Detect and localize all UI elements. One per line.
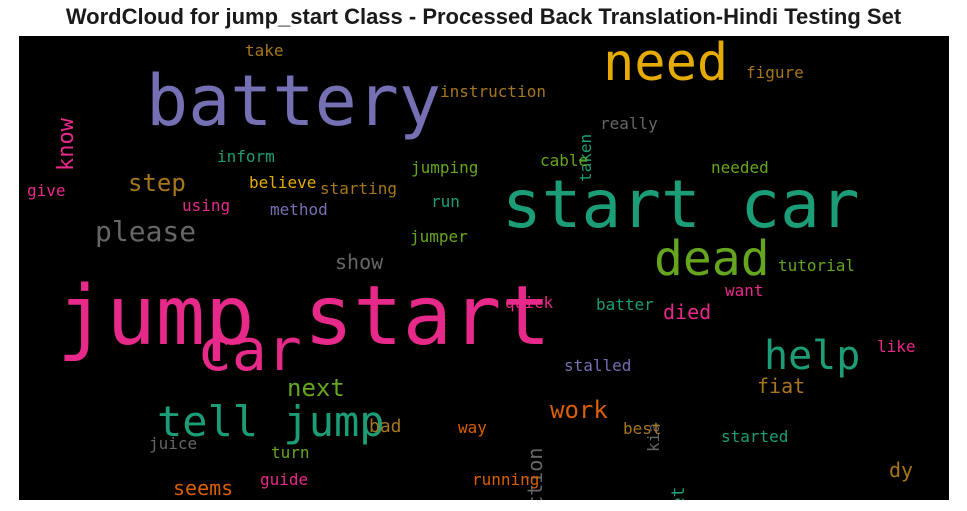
word-needed: needed <box>711 158 769 177</box>
word-figure: figure <box>746 63 804 82</box>
word-dead: dead <box>654 231 770 287</box>
word-like: like <box>877 337 916 356</box>
word-juice: juice <box>149 434 198 453</box>
word-died: died <box>663 300 712 324</box>
word-know: know <box>54 118 79 171</box>
word-really: really <box>600 114 658 133</box>
word-guide: guide <box>260 470 309 489</box>
word-way: way <box>458 418 487 437</box>
word-instruction: instruction <box>440 82 546 101</box>
word-show: show <box>335 250 384 274</box>
word-car: car <box>197 316 302 384</box>
word-method: method <box>270 200 328 219</box>
word-seems: seems <box>173 476 234 500</box>
chart-title: WordCloud for jump_start Class - Process… <box>65 4 902 29</box>
word-help: help <box>764 333 861 379</box>
word-start-car: start car <box>502 166 860 243</box>
word-bad: bad <box>369 416 402 437</box>
word-get: get <box>668 486 689 500</box>
word-jumper: jumper <box>410 227 468 246</box>
word-starting: starting <box>320 179 398 198</box>
word-quick: quick <box>505 293 554 312</box>
word-jumping: jumping <box>411 158 479 177</box>
word-tutorial: tutorial <box>778 256 856 275</box>
word-please: please <box>95 215 197 248</box>
word-dy: dy <box>889 458 914 482</box>
word-take: take <box>245 41 284 60</box>
word-running: running <box>472 470 540 489</box>
word-give: give <box>27 181 66 200</box>
word-next: next <box>287 374 345 402</box>
word-best: best <box>623 419 662 438</box>
word-stalled: stalled <box>564 356 632 375</box>
word-fiat: fiat <box>757 374 806 398</box>
word-started: started <box>721 427 789 446</box>
wordcloud-canvas: jump start start car battery car need dead tel… <box>19 36 949 500</box>
word-tell-jump: tell jump <box>157 397 385 446</box>
word-jump-start: jump start <box>57 269 551 364</box>
word-work: work <box>550 396 608 424</box>
word-step: step <box>128 169 186 197</box>
word-believe: believe <box>249 173 317 192</box>
word-want: want <box>725 281 764 300</box>
word-run: run <box>431 192 460 211</box>
word-turn: turn <box>271 443 310 462</box>
word-using: using <box>182 196 231 215</box>
word-need: need <box>603 36 729 93</box>
word-inform: inform <box>217 147 275 166</box>
word-batter: batter <box>596 295 654 314</box>
word-cable: cable <box>540 151 589 170</box>
word-battery: battery <box>146 60 442 142</box>
